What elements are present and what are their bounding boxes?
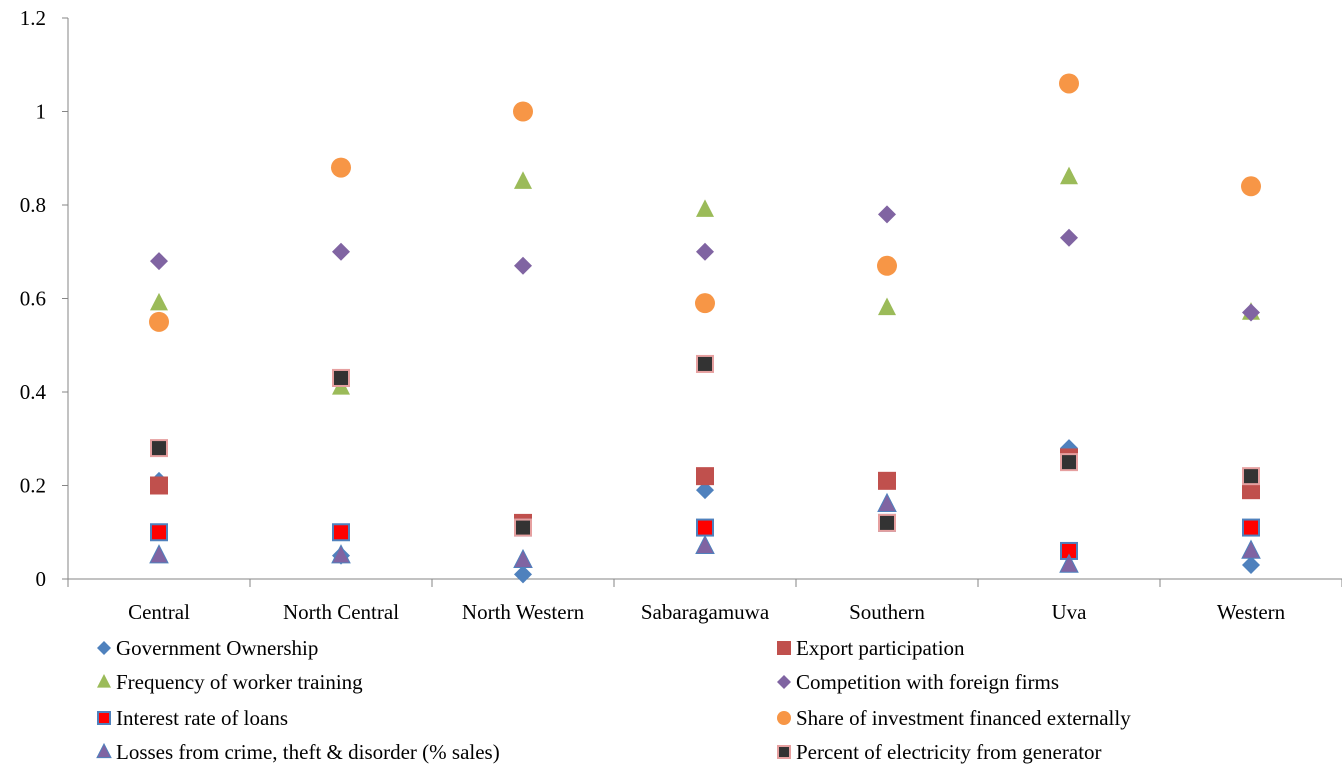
data-point [331,157,351,178]
data-point [696,518,714,537]
y-tick-label: 1.2 [20,6,46,30]
x-tick-label: Central [128,600,190,624]
y-tick-label: 1 [36,100,47,124]
data-point [696,354,714,373]
data-point [1242,555,1260,574]
series-competition-with-foreign-firms [150,205,1260,322]
data-point [877,492,897,512]
data-point [514,518,532,537]
x-tick-label: North Central [283,600,399,624]
series-percent-of-electricity-from-generator [150,354,1260,537]
data-point [878,471,896,490]
x-tick-label: Western [1217,600,1286,624]
data-point [332,523,350,542]
y-tick-label: 0.2 [20,474,46,498]
y-tick-label: 0.8 [20,193,46,217]
data-point [1059,553,1079,573]
x-tick-label: Southern [849,600,925,624]
y-tick-label: 0.6 [20,287,46,311]
data-point [150,439,168,458]
x-tick-label: Sabaragamuwa [641,600,770,624]
data-point [1060,453,1078,472]
data-point [150,292,168,311]
data-point [1060,228,1078,247]
x-tick-label: Uva [1052,600,1088,624]
data-point [878,205,896,224]
data-point [332,242,350,261]
data-point [149,311,169,332]
data-point [878,513,896,532]
data-point [696,467,714,486]
data-point [331,544,351,564]
data-point [696,242,714,261]
data-point [878,297,896,316]
data-point [514,171,532,189]
x-tick-label: North Western [462,600,585,624]
data-point [1241,539,1261,559]
data-point [1242,303,1260,322]
series-share-of-investment-financed-externally [149,73,1261,332]
data-point [1242,518,1260,537]
data-point [695,293,715,314]
data-point [332,368,350,387]
y-tick-label: 0 [36,567,47,591]
data-point [877,255,897,276]
data-point [696,199,714,217]
data-point [514,256,532,275]
data-point [150,523,168,542]
data-point [695,534,715,555]
data-point [149,544,169,564]
data-point [1241,176,1261,197]
data-point [1059,73,1079,94]
data-point [1242,481,1260,500]
data-point [1060,166,1078,185]
data-point [150,252,168,271]
series-losses-from-crime-theft-disorder-sales [149,492,1261,573]
series-government-ownership [150,439,1260,584]
data-point [1242,467,1260,486]
data-point [513,101,533,122]
data-point [514,565,532,584]
y-tick-label: 0.4 [20,380,47,404]
series-export-participation [150,368,1260,532]
data-point [513,548,533,569]
data-point [696,481,714,500]
data-point [150,476,168,495]
